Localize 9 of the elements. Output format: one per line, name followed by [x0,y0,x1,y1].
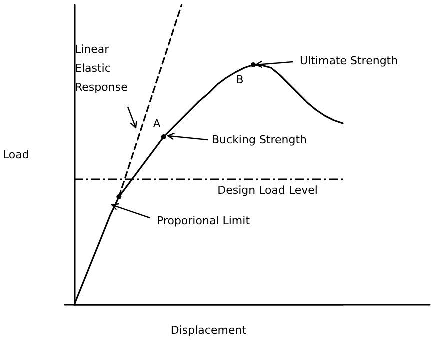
x-axis-title: Displacement [170,324,248,337]
annotation: A [153,118,162,130]
y-axis-title: Load [3,148,30,162]
ref-line-label: Design Load Level [218,184,318,197]
annotation: Proporional Limit [157,214,251,228]
annotation: B [236,74,244,86]
annotation: Bucking Strength [212,134,308,146]
annotation: Linear Elastic Response [75,43,128,94]
annotation: Ultimate Strength [300,54,398,68]
